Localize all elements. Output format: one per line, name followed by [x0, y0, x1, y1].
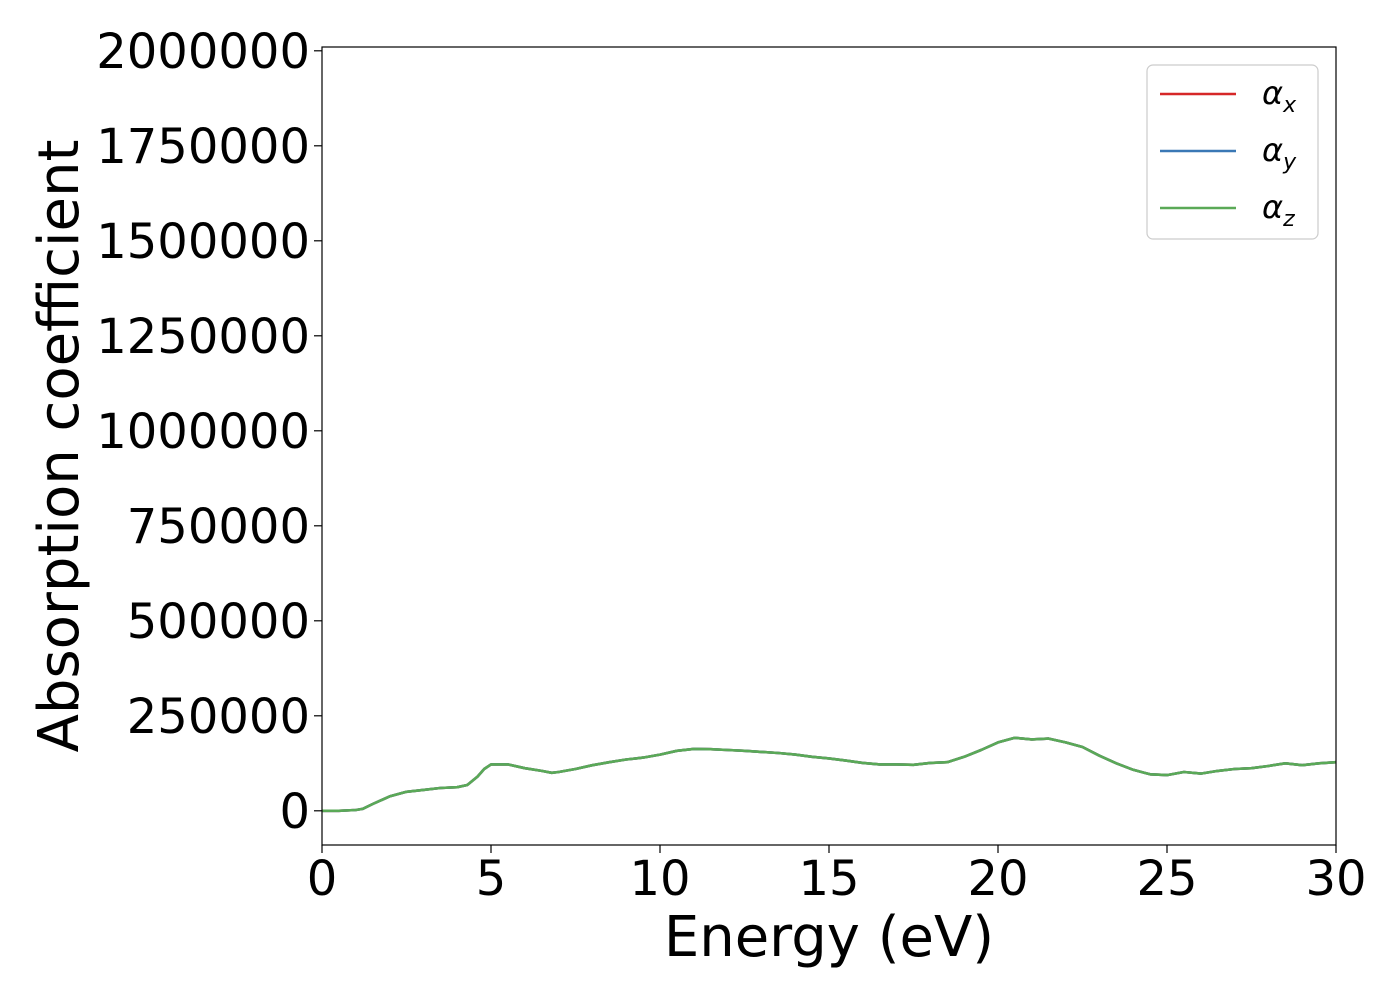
legend-label-x: αx	[1262, 74, 1297, 118]
legend-label-z: αz	[1262, 188, 1295, 232]
x-tick-label: 0	[307, 851, 338, 907]
y-tick-label: 1000000	[96, 404, 310, 460]
x-tick-label: 20	[967, 851, 1028, 907]
y-tick-label: 1750000	[96, 119, 310, 175]
x-axis-label: Energy (eV)	[664, 905, 994, 970]
legend-label-y: αy	[1262, 131, 1297, 175]
series-layer	[322, 736, 1336, 813]
y-axis-label: Absorption coefficient	[27, 140, 92, 753]
x-tick-label: 10	[629, 851, 690, 907]
legend: αx αy αz	[1146, 64, 1319, 240]
y-tick-label: 2000000	[96, 24, 310, 80]
x-tick-label: 15	[798, 851, 859, 907]
y-axis-ticks: 0 250000 500000 750000 1000000 1250000 1500000…	[96, 24, 322, 840]
x-tick-label: 25	[1136, 851, 1197, 907]
x-tick-label: 5	[476, 851, 507, 907]
y-tick-label: 250000	[127, 689, 310, 745]
y-tick-label: 1500000	[96, 214, 310, 270]
y-tick-label: 1250000	[96, 309, 310, 365]
series-line-y	[322, 736, 1336, 813]
x-tick-label: 30	[1305, 851, 1366, 907]
y-tick-label: 750000	[127, 499, 310, 555]
series-line-x	[322, 736, 1336, 813]
series-line-z	[322, 736, 1336, 813]
y-tick-label: 0	[279, 784, 310, 840]
y-tick-label: 500000	[127, 594, 310, 650]
x-axis-ticks: 0 5 10 15 20 25 30	[307, 845, 1367, 907]
